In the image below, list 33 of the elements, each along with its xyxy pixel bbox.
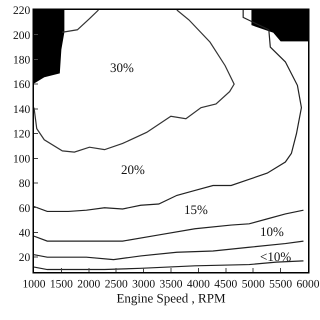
y-tick-label: 20 — [18, 252, 30, 264]
line-series — [34, 260, 304, 270]
x-axis-title: Engine Speed , RPM — [116, 290, 226, 306]
y-tick-label: 180 — [12, 54, 30, 66]
y-tick-label: 120 — [12, 128, 30, 141]
x-tick-label: 3000 — [132, 278, 156, 290]
y-tick-label: 40 — [18, 227, 30, 240]
annotation: 10% — [260, 224, 284, 239]
x-tick-label: 4000 — [186, 278, 210, 290]
x-tick-label: 3500 — [160, 278, 183, 290]
line-series — [34, 10, 235, 153]
x-tick-label: 2000 — [77, 278, 101, 290]
x-tick-label: 5000 — [242, 278, 265, 290]
x-tick-label: 4500 — [214, 278, 238, 290]
annotation: 15% — [184, 202, 208, 217]
annotation: 30% — [110, 60, 134, 75]
y-tick-label: 60 — [18, 202, 30, 215]
y-tick-label: 200 — [12, 30, 30, 42]
y-tick-label: 160 — [12, 79, 30, 92]
x-tick-label: 6000 — [296, 278, 320, 290]
y-tick-label: 140 — [12, 104, 30, 116]
y-tick-label: 80 — [18, 178, 30, 190]
x-tick-label: 1500 — [50, 278, 74, 290]
line-series — [34, 10, 302, 212]
annotation: <10% — [260, 249, 292, 264]
line-series — [34, 240, 304, 260]
x-tick-label: 2500 — [104, 278, 128, 290]
y-tick-label: 220 — [12, 5, 30, 18]
line-series — [62, 10, 100, 33]
x-tick-label: 1000 — [22, 278, 46, 290]
annotation: 20% — [121, 162, 145, 177]
y-tick-label: 100 — [12, 153, 30, 166]
x-tick-label: 5500 — [269, 278, 292, 290]
